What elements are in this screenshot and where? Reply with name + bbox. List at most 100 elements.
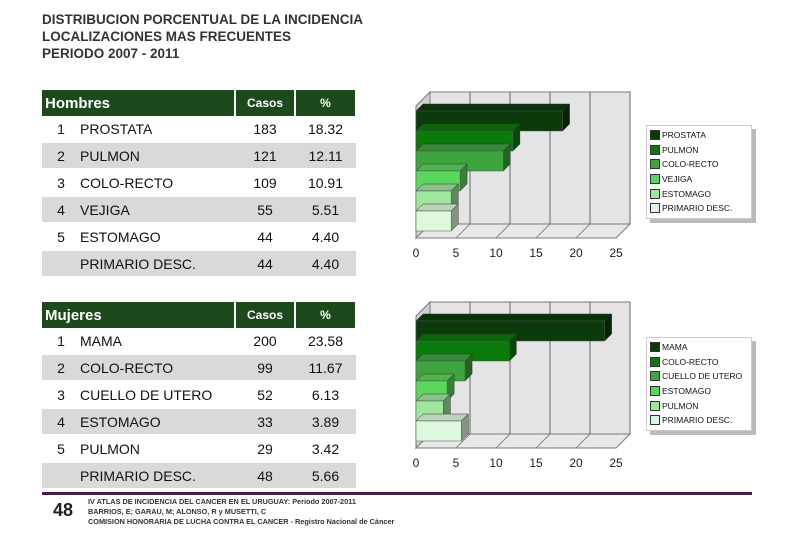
table-cell: 4.40	[295, 250, 356, 278]
table-cell: PRIMARIO DESC.	[80, 250, 235, 278]
table-row: 1 PROSTATA 183 18.32	[42, 116, 356, 143]
legend-label: PULMON	[662, 400, 699, 411]
legend-label: PULMON	[662, 144, 699, 155]
bar-top	[415, 103, 571, 112]
x-tick-label: 20	[569, 456, 583, 470]
legend-swatch	[650, 342, 660, 353]
bar-top	[415, 163, 468, 172]
chart-hombres: 0 5 10 15 20 25	[413, 90, 632, 260]
x-tick-label: 20	[569, 246, 583, 260]
table-cell: 18.32	[295, 116, 356, 143]
table-cell: 1	[42, 328, 80, 355]
table-cell: 200	[235, 328, 295, 355]
column-header: Casos	[235, 90, 296, 116]
table-row: 4 VEJIGA 55 5.51	[42, 196, 356, 224]
legend-swatch	[650, 371, 660, 382]
gridline-floor	[455, 223, 471, 239]
table-cell: 29	[235, 435, 295, 463]
gridline-floor	[615, 223, 631, 239]
bar-top	[415, 333, 517, 342]
legend-label: COLO-RECTO	[662, 159, 719, 170]
table-row: PRIMARIO DESC. 48 5.66	[42, 462, 356, 490]
legend-swatch	[650, 356, 660, 367]
table-cell: 3	[42, 169, 80, 197]
table-row: 4 ESTOMAGO 33 3.89	[42, 408, 356, 436]
legend-mujeres: MAMA COLO-RECTO CUELLO DE UTERO ESTOMAGO PUL…	[646, 337, 752, 431]
table-cell: 1	[42, 116, 80, 143]
legend-swatch	[650, 159, 660, 170]
legend-item: PULMON	[650, 143, 748, 158]
table-header: Mujeres Casos%	[42, 302, 357, 328]
x-tick-label: 25	[609, 246, 623, 260]
gridline-floor	[535, 223, 551, 239]
column-header: %	[295, 90, 357, 116]
table-row: 2 PULMON 121 12.11	[42, 142, 356, 170]
x-tick-label: 15	[529, 456, 543, 470]
x-tick-label: 10	[489, 246, 503, 260]
footer-divider	[42, 492, 752, 495]
legend-label: CUELLO DE UTERO	[662, 371, 743, 382]
table-cell	[42, 462, 80, 490]
legend-label: ESTOMAGO	[662, 386, 711, 397]
table-cell: VEJIGA	[80, 196, 235, 224]
legend-swatch	[650, 203, 660, 214]
table-cell	[42, 250, 80, 278]
gridline-floor	[495, 223, 511, 239]
legend-item: ESTOMAGO	[650, 384, 748, 399]
legend-item: PRIMARIO DESC.	[650, 201, 748, 216]
table-cell: 5.51	[295, 196, 356, 224]
bar	[415, 210, 452, 232]
chart-mujeres: 0 5 10 15 20 25	[413, 300, 632, 470]
x-tick-label: 5	[453, 246, 460, 260]
gridline-floor	[535, 433, 551, 449]
table-cell: ESTOMAGO	[80, 223, 235, 251]
legend-item: COLO-RECTO	[650, 157, 748, 172]
x-tick-label: 0	[413, 456, 420, 470]
bar-top	[415, 313, 613, 322]
x-tick-label: 0	[413, 246, 420, 260]
legend-label: PRIMARIO DESC.	[662, 203, 733, 214]
table-row: 1 MAMA 200 23.58	[42, 328, 356, 355]
table-cell: PULMON	[80, 435, 235, 463]
legend-swatch	[650, 386, 660, 397]
table-cell: 4.40	[295, 223, 356, 251]
legend-swatch	[650, 415, 660, 426]
table-cell: 4	[42, 196, 80, 224]
x-tick-label: 10	[489, 456, 503, 470]
table-cell: 4	[42, 408, 80, 436]
table-cell: 23.58	[295, 328, 356, 355]
gridline-floor	[575, 433, 591, 449]
bar-top	[415, 143, 511, 152]
legend-item: VEJIGA	[650, 172, 748, 187]
legend-label: VEJIGA	[662, 174, 693, 185]
table-header: Hombres Casos%	[42, 90, 357, 116]
legend-item: ESTOMAGO	[650, 186, 748, 201]
table-cell: PRIMARIO DESC.	[80, 462, 235, 490]
bar-top	[415, 353, 473, 362]
legend-item: PROSTATA	[650, 128, 748, 143]
table-row: 5 PULMON 29 3.42	[42, 435, 356, 463]
legend-label: MAMA	[662, 342, 688, 353]
bar-top	[415, 203, 459, 212]
table-cell: 12.11	[295, 142, 356, 170]
legend-hombres: PROSTATA PULMON COLO-RECTO VEJIGA ESTOMAGO PR…	[646, 125, 752, 219]
table-cell: 3.42	[295, 435, 356, 463]
legend-swatch	[650, 400, 660, 411]
x-tick-label: 25	[609, 456, 623, 470]
table-cell: 55	[235, 196, 295, 224]
table-cell: 121	[235, 142, 295, 170]
table-cell: 44	[235, 223, 295, 251]
x-tick-label: 5	[453, 456, 460, 470]
table-cell: CUELLO DE UTERO	[80, 381, 235, 409]
legend-swatch	[650, 188, 660, 199]
table-cell: ESTOMAGO	[80, 408, 235, 436]
table-cell: PULMON	[80, 142, 235, 170]
table-cell: 183	[235, 116, 295, 143]
table-cell: MAMA	[80, 328, 235, 355]
legend-label: COLO-RECTO	[662, 356, 719, 367]
table-cell: 109	[235, 169, 295, 197]
table-row: 3 CUELLO DE UTERO 52 6.13	[42, 381, 356, 409]
table-row: 2 COLO-RECTO 99 11.67	[42, 354, 356, 382]
column-header: Mujeres	[42, 302, 236, 328]
table-cell: 5.66	[295, 462, 356, 490]
